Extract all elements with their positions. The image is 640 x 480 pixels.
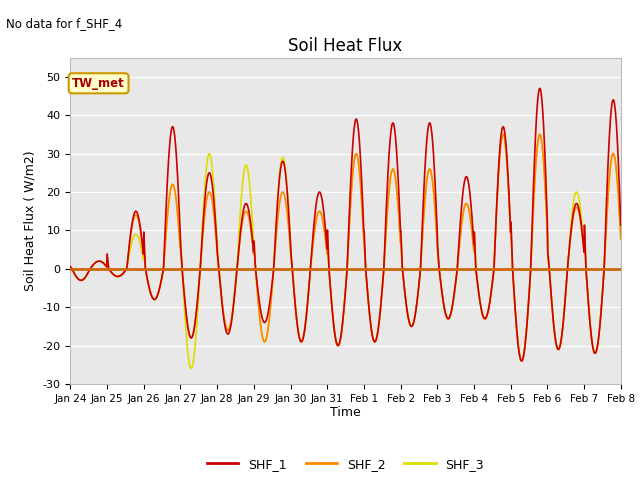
Text: No data for f_SHF_4: No data for f_SHF_4	[6, 17, 123, 30]
Y-axis label: Soil Heat Flux ( W/m2): Soil Heat Flux ( W/m2)	[24, 151, 37, 291]
Title: Soil Heat Flux: Soil Heat Flux	[289, 36, 403, 55]
X-axis label: Time: Time	[330, 407, 361, 420]
Legend: SHF_1, SHF_2, SHF_3: SHF_1, SHF_2, SHF_3	[202, 453, 489, 476]
Text: TW_met: TW_met	[72, 77, 125, 90]
